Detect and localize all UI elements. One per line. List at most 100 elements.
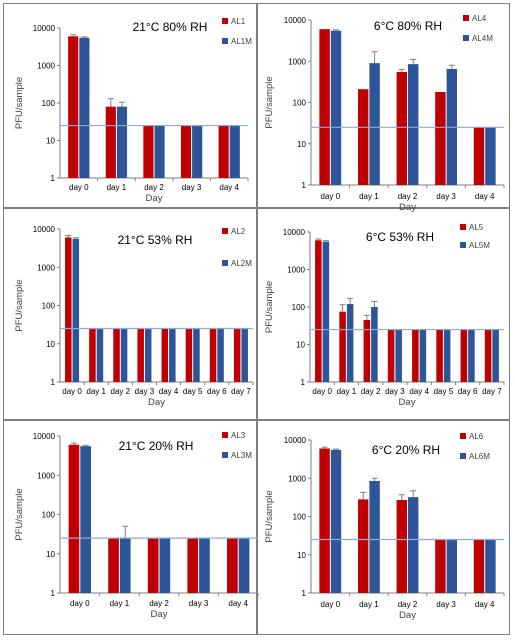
panel6-y-axis-label: PFU/sample [264, 490, 275, 542]
panel6-legend-swatch-al6 [460, 433, 466, 439]
panel4-bar-al5 [436, 329, 443, 382]
panel2-y-tick-label: 1 [302, 181, 307, 190]
panel5-x-tick-label: day 0 [70, 599, 90, 608]
panel5-legend-swatch-al3 [222, 432, 228, 438]
panel5-y-tick-label: 1 [51, 589, 56, 598]
panel6-bar-al6 [319, 448, 330, 593]
panel1-bar-al1m [116, 106, 128, 178]
panel5-y-axis-label: PFU/sample [14, 488, 25, 540]
panel3-legend-label-al2: AL2 [231, 227, 246, 236]
panel3-y-tick-label: 1000 [37, 263, 55, 272]
panel6-x-tick-label: day 3 [436, 600, 456, 609]
panel1-y-tick-label: 1000 [37, 62, 55, 71]
panel4-legend-swatch-al5m [460, 242, 466, 248]
panel1-bar-al1m [79, 37, 90, 178]
panel3-x-tick-label: day 4 [159, 387, 179, 396]
panel-frame-6 [257, 420, 510, 635]
panel4-bar-al5 [460, 329, 468, 382]
panel1-y-axis-label: PFU/sample [14, 77, 25, 129]
panel5-bar-al3m [80, 446, 91, 593]
panel3-y-tick-label: 10 [46, 340, 55, 349]
panel1-x-tick-label: day 4 [219, 183, 239, 192]
panel6-x-tick-label: day 4 [475, 600, 495, 609]
panel1-x-tick-label: day 3 [182, 183, 202, 192]
panel2-y-tick-label: 10 [297, 140, 306, 149]
panel3-legend-label-al2m: AL2M [231, 259, 252, 268]
panel2-bar-al4m [485, 127, 496, 185]
panel4-legend-swatch-al5 [460, 224, 466, 230]
panel4-bar-al5m [395, 329, 402, 382]
panel3-x-tick-label: day 5 [183, 387, 203, 396]
panel2-bar-al4 [435, 91, 446, 185]
panel1-x-tick-label: day 2 [144, 183, 164, 192]
panel3-x-tick-label: day 6 [207, 387, 227, 396]
panel6-y-tick-label: 100 [293, 513, 307, 522]
panel3-bar-al2m [72, 238, 80, 382]
panel6-y-tick-label: 1000 [288, 474, 306, 483]
panel5-x-tick-label: day 3 [189, 599, 209, 608]
panel6-bar-al6m [330, 449, 342, 593]
panel6-y-tick-label: 10 [297, 551, 306, 560]
panel2-bar-al4m [330, 30, 342, 186]
panel5-bar-al3 [68, 444, 80, 593]
panel2-bar-al4 [396, 71, 407, 185]
panel-frame-4 [257, 208, 510, 420]
panel4-bar-al5m [346, 304, 354, 382]
panel6-bar-al6m [408, 497, 419, 593]
panel1-bar-al1m [192, 125, 203, 178]
panel3-x-tick-label: day 0 [62, 387, 82, 396]
panel-frame-3 [3, 208, 257, 420]
panel3-bar-al2m [241, 328, 248, 382]
panel5-x-tick-label: day 2 [149, 599, 169, 608]
panel3-x-tick-label: day 7 [231, 387, 251, 396]
panel1-y-tick-label: 1 [51, 174, 56, 183]
panel4-x-tick-label: day 3 [385, 387, 405, 396]
panel6-x-tick-label: day 1 [359, 600, 379, 609]
panel2-bar-al4 [357, 89, 369, 185]
panel1-y-tick-label: 10000 [33, 24, 56, 33]
panel4-y-tick-label: 10000 [283, 228, 306, 237]
panel4-y-tick-label: 10 [296, 341, 305, 350]
panel2-y-axis-label: PFU/sample [264, 76, 275, 128]
panel1-legend-label-al1: AL1 [231, 17, 246, 26]
panel4-bar-al5m [468, 329, 475, 382]
panel4-x-tick-label: day 6 [458, 387, 478, 396]
panel2-y-tick-label: 10000 [284, 16, 307, 25]
panel6-bar-al6m [446, 539, 458, 593]
panel-frame-1 [3, 3, 257, 208]
panel1-bar-al1 [218, 125, 229, 178]
panel1-bar-al1 [105, 106, 116, 178]
panel6-legend-label-al6m: AL6M [469, 452, 490, 461]
panel2-x-tick-label: day 4 [475, 192, 495, 201]
panel5-bar-al3m [238, 538, 250, 593]
panel6-bar-al6 [396, 500, 407, 593]
panel5-bar-al3m [159, 538, 171, 593]
panel4-bar-al5m [371, 307, 378, 382]
panel5-y-tick-label: 100 [42, 511, 56, 520]
panel5-y-tick-label: 10000 [33, 432, 56, 441]
panel6-x-tick-label: day 2 [398, 600, 418, 609]
panel3-bar-al2m [144, 328, 152, 382]
panel3-x-tick-label: day 3 [135, 387, 155, 396]
panel2-y-tick-label: 1000 [288, 57, 306, 66]
panel4-bar-al5 [315, 240, 322, 382]
panel3-bar-al2 [209, 328, 217, 382]
panel3-bar-al2 [89, 328, 96, 382]
panel1-bar-al1 [180, 125, 192, 178]
panel3-y-tick-label: 100 [42, 302, 56, 311]
panel6-legend-label-al6: AL6 [469, 432, 484, 441]
panel5-legend-label-al3m: AL3M [231, 451, 252, 460]
panel1-x-tick-label: day 0 [69, 183, 89, 192]
panel4-legend-label-al5: AL5 [469, 223, 484, 232]
panel3-bar-al2 [137, 328, 144, 382]
panel4-bar-al5 [484, 329, 492, 382]
panel4-bar-al5m [443, 329, 451, 382]
panel3-bar-al2m [96, 328, 104, 382]
panel4-bar-al5m [419, 329, 427, 382]
panel3-bar-al2 [185, 328, 193, 382]
panel5-legend-swatch-al3m [222, 452, 228, 458]
panel4-x-tick-label: day 1 [337, 387, 357, 396]
panel1-y-tick-label: 100 [42, 99, 56, 108]
panel2-x-tick-label: day 2 [398, 192, 418, 201]
